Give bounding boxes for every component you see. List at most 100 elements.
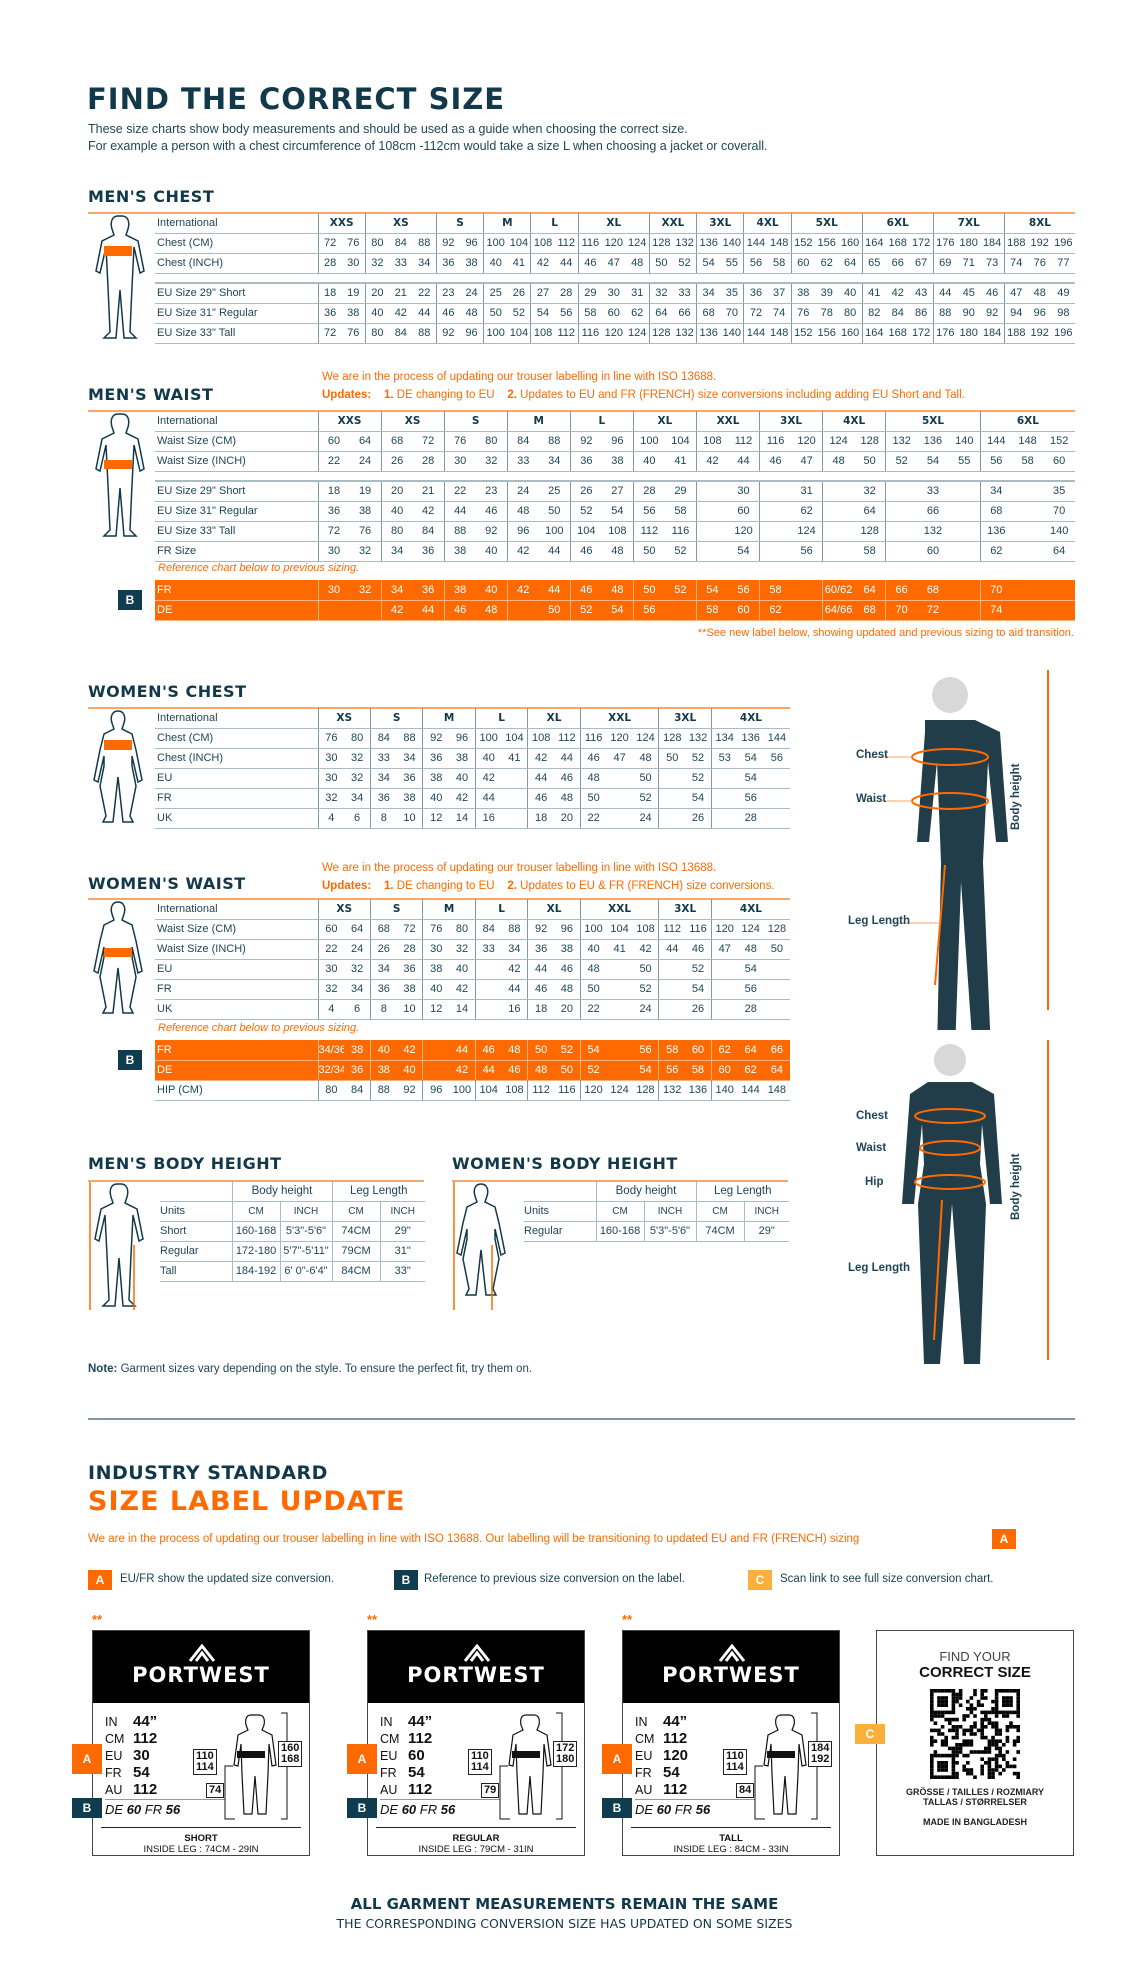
cell: 164 <box>861 323 886 344</box>
cell: 52 <box>685 748 712 769</box>
gap-cell <box>155 273 318 284</box>
size-header-row: International XXS XS S M L XL XXL 3XL 4XL 5XL 6XL 7X… <box>155 213 1076 234</box>
cell: 30 <box>728 481 760 502</box>
cell: 28 <box>737 999 764 1020</box>
cell <box>763 788 791 809</box>
cell: 47 <box>710 939 738 960</box>
male-waist-label: Waist <box>856 793 887 805</box>
cell: 124 <box>606 1080 633 1101</box>
cell <box>695 501 728 522</box>
badge-c: C <box>855 1724 885 1744</box>
cell <box>1043 580 1075 601</box>
height-box-1: 160 <box>281 1742 300 1754</box>
female-body-height-label: Body height <box>1010 1153 1022 1220</box>
cell: 32 <box>349 541 382 562</box>
legend-badge-c: C <box>748 1570 772 1590</box>
unit-cell: INCH <box>279 1201 332 1222</box>
cell: 46 <box>435 303 460 324</box>
label-value: 112 <box>408 1781 433 1798</box>
cell: 48 <box>459 303 484 324</box>
cell: 16 <box>501 999 528 1020</box>
cell: 18 <box>317 283 342 304</box>
cell: 34 <box>396 748 423 769</box>
cell <box>606 1060 633 1081</box>
mens-waist-footnote: **See new label below, showing updated a… <box>697 627 1074 639</box>
units-label: Units <box>524 1201 596 1222</box>
inside-leg: INSIDE LEG : 79CM - 31IN <box>418 1844 534 1855</box>
cell <box>606 979 633 1000</box>
cell: 54 <box>579 1040 607 1061</box>
cell: 40 <box>838 283 863 304</box>
cell: 40 <box>449 959 476 980</box>
size-header-3xl: 3XL <box>759 411 823 432</box>
cell: 27 <box>601 481 634 502</box>
cell: 6' 0"-6'4" <box>279 1261 332 1282</box>
size-header-xl: XL <box>527 899 581 920</box>
cell: 47 <box>606 748 633 769</box>
qr-code-icon[interactable] <box>930 1689 1020 1779</box>
cell: 64 <box>854 580 886 601</box>
gap-cell <box>854 471 886 482</box>
gap-cell <box>728 471 760 482</box>
cell: 148 <box>763 1080 790 1101</box>
cell: 120 <box>601 323 626 344</box>
cell <box>710 788 738 809</box>
cell: 48 <box>601 541 634 562</box>
cell: 70 <box>1043 501 1075 522</box>
cell: 42 <box>530 253 555 274</box>
cell: 124 <box>632 728 659 749</box>
mens-chest-grid: International XXS XS S M L XL XXL 3XL 4XL 5XL 6XL 7X… <box>155 213 1076 344</box>
table-row: FR 32 34 36 38 40 42 44 46 48 50 52 54 56 <box>155 788 791 809</box>
cell: 30 <box>317 541 350 562</box>
cell: 4 <box>317 808 345 829</box>
cell: 42 <box>501 959 528 980</box>
gap-cell <box>388 273 413 284</box>
cell: 30 <box>317 959 345 980</box>
size-header-xxs: XXS <box>317 213 366 234</box>
table-row: FR 30 32 34 36 38 40 42 44 46 48 50 52 54 56 58 60/62 64 6… <box>155 580 1075 601</box>
cell: 54 <box>695 580 728 601</box>
cell: 33 <box>917 481 949 502</box>
cell: 56 <box>658 1060 686 1081</box>
row-label: FR <box>155 580 319 601</box>
size-header-row: International XXS XS S M L XL XXL 3XL 4XL 5XL 6XL <box>155 411 1075 432</box>
cell: 38 <box>601 451 634 472</box>
size-header-s: S <box>443 411 508 432</box>
label-line-au: AU 112 <box>635 1781 688 1798</box>
cell <box>763 999 791 1020</box>
label-value: 60 <box>408 1747 425 1764</box>
cell: 140 <box>710 1080 738 1101</box>
female-waist-label: Waist <box>856 1142 887 1154</box>
cell: 116 <box>685 919 712 940</box>
cell: 74 <box>767 303 792 324</box>
cell: 47 <box>791 451 823 472</box>
cell: 104 <box>507 323 531 344</box>
size-header-xs: XS <box>317 899 371 920</box>
cell <box>658 768 686 789</box>
height-box-2: 180 <box>556 1753 575 1765</box>
cell: 72 <box>317 233 342 254</box>
cell: 54 <box>737 959 764 980</box>
cell: 120 <box>710 919 738 940</box>
cell: 12 <box>422 999 450 1020</box>
label-value: 44” <box>408 1713 433 1730</box>
cell: 36 <box>344 1060 371 1081</box>
row-label: Chest (INCH) <box>155 748 318 769</box>
cell: 40 <box>483 253 508 274</box>
gap-cell <box>791 471 823 482</box>
table-row: HIP (CM) 80 84 88 92 96 100 104 108 112 116 120 124 1… <box>155 1080 790 1101</box>
portwest-logo-icon <box>188 1643 216 1662</box>
cell: 48 <box>625 253 650 274</box>
cell: 92 <box>980 303 1005 324</box>
prev-fr-key: FR <box>419 1802 438 1817</box>
size-header-7xl: 7XL <box>932 213 1005 234</box>
waist-box-2: 114 <box>726 1761 744 1773</box>
size-header-xl: XL <box>527 708 581 729</box>
cell: 68 <box>380 431 413 452</box>
cell: 32 <box>344 748 371 769</box>
cell: 152 <box>1043 431 1075 452</box>
cell: 104 <box>474 1080 502 1101</box>
gap-cell <box>530 273 555 284</box>
cell: 98 <box>1051 303 1076 324</box>
cell: 40 <box>422 788 450 809</box>
